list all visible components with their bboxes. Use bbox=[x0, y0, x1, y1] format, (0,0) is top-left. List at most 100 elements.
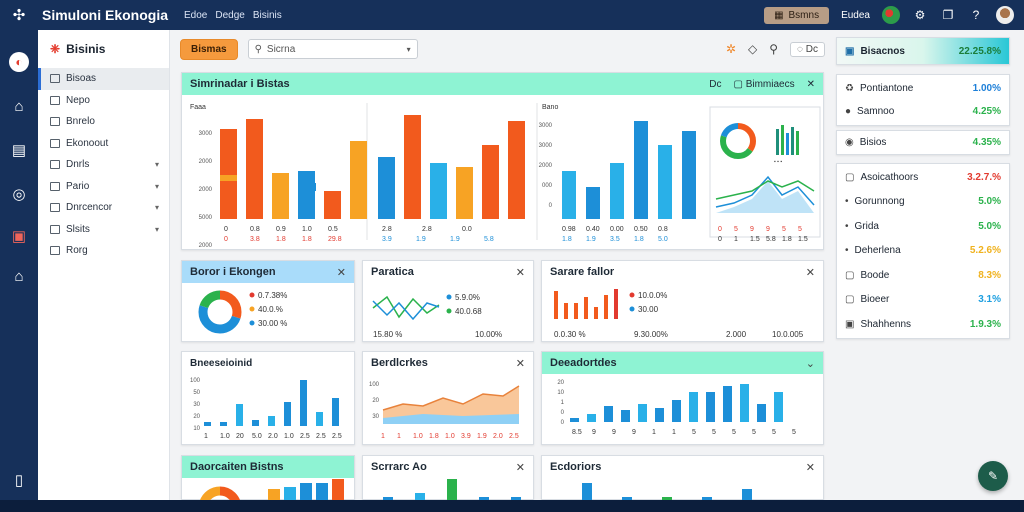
widget-card-2: Paratica ✕ 5.9.0% 40.0.68 15.80 % 10.00% bbox=[362, 260, 534, 342]
mini-bar bbox=[786, 133, 789, 155]
user-avatar[interactable] bbox=[882, 6, 900, 24]
chevron-down-icon[interactable]: ▾ bbox=[154, 203, 159, 213]
calendar-icon[interactable]: ▤ bbox=[11, 142, 27, 159]
footer-value: 0.0.30 % bbox=[554, 330, 586, 339]
tick-label: 5 bbox=[712, 429, 716, 436]
widget-card-9: Ecdoriors ✕ bbox=[541, 455, 824, 501]
tick-label: 2000 bbox=[199, 187, 213, 193]
stat-row[interactable]: ▣ Shahhenns 1.9.3% bbox=[837, 312, 1009, 337]
legend-value: 30.00 % bbox=[258, 319, 287, 328]
chevron-down-icon[interactable]: ▾ bbox=[154, 160, 159, 170]
top-label[interactable]: Eudea bbox=[841, 9, 870, 21]
sidebar-item-7[interactable]: Dnrcencor ▾ bbox=[38, 197, 169, 219]
door-icon[interactable]: ▯ bbox=[14, 472, 24, 489]
tick-label: 3.9 bbox=[382, 236, 392, 243]
sidebar-item-3[interactable]: Bnrelo bbox=[38, 111, 169, 133]
grid-icon: ▦ bbox=[774, 9, 784, 21]
tick-label: 1 bbox=[381, 433, 385, 440]
bar bbox=[447, 479, 457, 501]
sidebar-item-8[interactable]: Slsits ▾ bbox=[38, 219, 169, 241]
stat-row[interactable]: ▢ Asoicathoors 3.2.7.% bbox=[837, 165, 1009, 190]
sidebar-item-4[interactable]: Ekonoout bbox=[38, 133, 169, 155]
close-icon[interactable]: ✕ bbox=[515, 461, 525, 474]
tick-label: 0 bbox=[718, 236, 722, 243]
stat-row[interactable]: ● Samnoo 4.25% bbox=[837, 100, 1009, 123]
stat-row[interactable]: ▢ Boode 8.3% bbox=[837, 263, 1009, 288]
stat-row[interactable]: • Gorunnong 5.0% bbox=[837, 190, 1009, 215]
box-icon: ▢ bbox=[733, 78, 743, 90]
menu-item-3[interactable]: Bisinis bbox=[252, 9, 282, 21]
icon-rail: ◐ ⌂ ▤ ◎ ▣ ⌂ ▯ bbox=[0, 30, 38, 500]
series-line bbox=[372, 300, 440, 321]
sidebar-item-6[interactable]: Pario ▾ bbox=[38, 176, 169, 198]
tick-label: 5 bbox=[798, 226, 802, 233]
menu-item-2[interactable]: Dedge bbox=[215, 9, 245, 21]
chart-title: Bano bbox=[542, 104, 558, 111]
bar bbox=[570, 418, 579, 422]
tag-icon[interactable]: ◇ bbox=[748, 42, 758, 56]
copy-icon[interactable]: ❐ bbox=[942, 8, 954, 22]
stat-label: Grida bbox=[854, 220, 879, 232]
sidebar-item-1[interactable]: Bisoas bbox=[38, 68, 169, 90]
help-icon[interactable]: ? bbox=[972, 8, 980, 22]
summary-label: Bisacnos bbox=[860, 45, 905, 57]
bar bbox=[316, 483, 328, 501]
top-action-button[interactable]: ▦ Bsmns bbox=[764, 6, 830, 24]
close-icon[interactable]: ✕ bbox=[515, 357, 525, 370]
sidebar-item-2[interactable]: Nepo bbox=[38, 90, 169, 112]
bar bbox=[655, 408, 664, 422]
stat-icon: • bbox=[845, 245, 849, 257]
mini-donut-slice bbox=[720, 123, 756, 159]
mini-bar bbox=[781, 125, 784, 155]
close-icon[interactable]: ✕ bbox=[336, 266, 346, 279]
sidebar-item-5[interactable]: Dnrls ▾ bbox=[38, 154, 169, 176]
stat-row[interactable]: ♻ Pontiantone 1.00% bbox=[837, 77, 1009, 100]
chevron-down-icon[interactable]: ▾ bbox=[154, 181, 159, 191]
app-logo-icon[interactable]: ✣ bbox=[12, 7, 26, 24]
tick-label: 1.0 bbox=[284, 433, 294, 440]
profile-avatar[interactable] bbox=[996, 6, 1014, 24]
stat-row[interactable]: ▢ Bioeer 3.1% bbox=[837, 288, 1009, 313]
toolbar-dropdown[interactable]: ◌ Dc bbox=[790, 41, 825, 57]
panel-dropdown[interactable]: ▢ Bimmiaecs bbox=[733, 79, 794, 90]
settings-icon[interactable]: ⚙ bbox=[914, 8, 926, 22]
stat-row[interactable]: • Grida 5.0% bbox=[837, 214, 1009, 239]
bar bbox=[689, 392, 698, 422]
sun-icon[interactable]: ✲ bbox=[725, 42, 736, 56]
chevron-down-icon[interactable]: ⌄ bbox=[805, 357, 815, 370]
chevron-down-icon[interactable]: ▾ bbox=[154, 224, 159, 234]
close-icon[interactable]: ✕ bbox=[805, 461, 815, 474]
tick-label: 0 bbox=[718, 226, 722, 233]
tick-label: 2.0 bbox=[268, 433, 278, 440]
sidebar-item-9[interactable]: Rorg bbox=[38, 240, 169, 262]
close-icon[interactable]: ✕ bbox=[805, 266, 815, 279]
search-input[interactable]: ⚲ Sicrna ▾ bbox=[247, 39, 418, 59]
bar bbox=[554, 291, 558, 319]
tick-label: 1.8 bbox=[429, 433, 439, 440]
brand-icon[interactable]: ◐ bbox=[9, 52, 29, 72]
home-icon[interactable]: ⌂ bbox=[14, 267, 24, 285]
doc-icon bbox=[50, 160, 60, 170]
close-icon[interactable]: ✕ bbox=[806, 78, 815, 90]
circle-icon[interactable]: ◎ bbox=[12, 186, 26, 203]
doc-icon bbox=[50, 117, 60, 127]
search-small-icon[interactable]: ⚲ bbox=[769, 42, 779, 56]
sidebar-item-label: Bnrelo bbox=[66, 116, 95, 128]
mini-bar bbox=[796, 131, 799, 155]
tick-label: 1.9 bbox=[450, 236, 460, 243]
sidebar-item-label: Nepo bbox=[66, 94, 90, 106]
legend-value: 0.7.38% bbox=[258, 291, 287, 300]
chat-fab-button[interactable]: ✎ bbox=[978, 461, 1008, 491]
building-icon[interactable]: ⌂ bbox=[14, 97, 24, 115]
primary-button[interactable]: Bismas bbox=[180, 38, 238, 60]
toolbar-icons: ✲ ◇ ⚲ ◌ Dc bbox=[725, 41, 825, 57]
stat-row[interactable]: ◉ Bisios 4.35% bbox=[837, 131, 1009, 154]
chart-icon[interactable]: ▣ bbox=[11, 228, 27, 245]
tick-label: 30 bbox=[193, 402, 200, 408]
stat-row[interactable]: • Deherlena 5.2.6% bbox=[837, 239, 1009, 264]
tick-label: 1.8 bbox=[782, 236, 792, 243]
close-icon[interactable]: ✕ bbox=[515, 266, 525, 279]
menu-item-1[interactable]: Edoe bbox=[184, 9, 208, 21]
tab-link[interactable]: Dc bbox=[709, 78, 722, 90]
tick-label: 0 bbox=[549, 203, 553, 209]
